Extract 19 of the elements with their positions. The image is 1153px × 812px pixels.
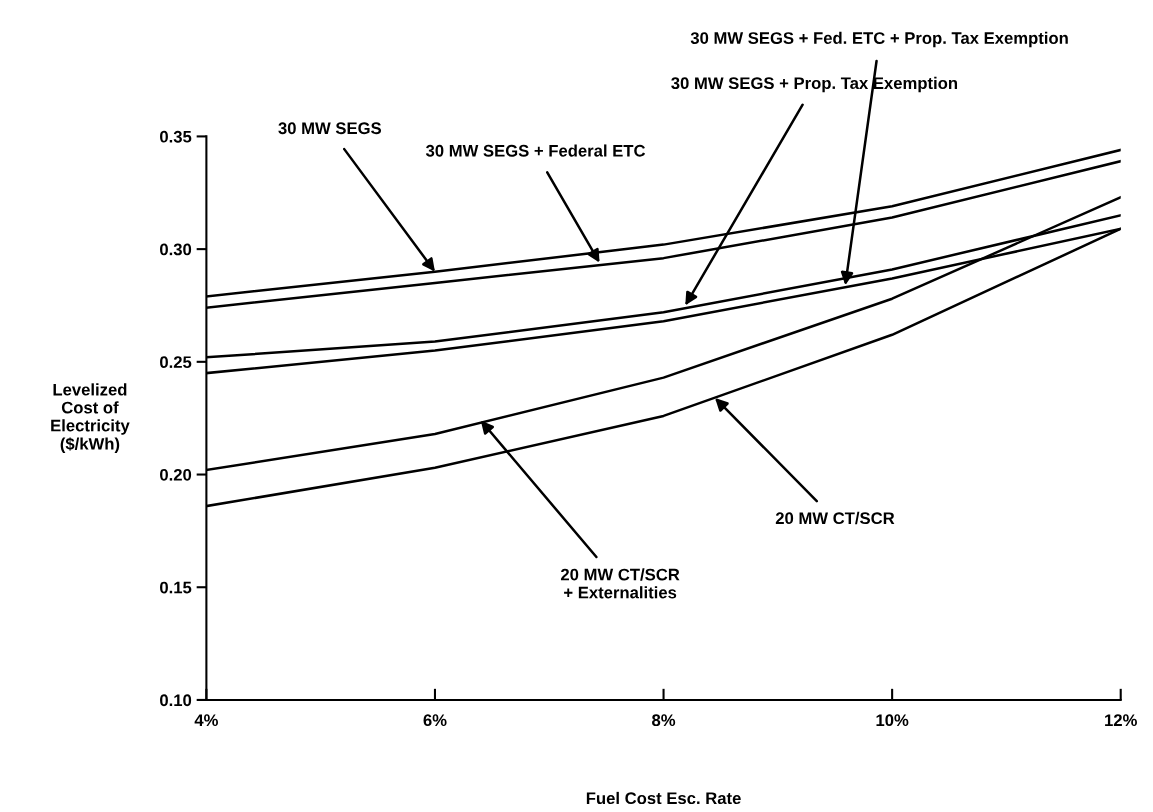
- annotation: 20 MW CT/SCR + Externalities: [560, 568, 680, 599]
- y-tick-label: 0.10: [160, 694, 192, 707]
- x-tick-label: 8%: [652, 714, 676, 727]
- y-tick-label: 0.35: [160, 130, 192, 143]
- annotation: 30 MW SEGS + Prop. Tax Exemption: [671, 76, 958, 93]
- y-tick-label: 0.20: [160, 468, 192, 481]
- annotation: 30 MW SEGS + Federal ETC: [425, 144, 646, 157]
- x-tick-label: 12%: [1105, 714, 1137, 727]
- y-tick-label: 0.15: [160, 581, 192, 594]
- x-tick-label: 6%: [423, 714, 447, 727]
- y-axis-title: Levelized Cost of Electricity ($/kWh): [51, 383, 130, 454]
- annotation: 30 MW SEGS: [278, 122, 382, 135]
- x-tick-label: 10%: [876, 714, 909, 727]
- x-axis-title: Fuel Cost Esc. Rate: [586, 791, 741, 805]
- y-tick-label: 0.30: [160, 243, 192, 256]
- annotation: 20 MW CT/SCR: [775, 511, 895, 525]
- x-tick-label: 4%: [194, 714, 218, 727]
- y-tick-label: 0.25: [160, 356, 192, 369]
- annotation: 30 MW SEGS + Fed. ETC + Prop. Tax Exemption: [690, 31, 1068, 48]
